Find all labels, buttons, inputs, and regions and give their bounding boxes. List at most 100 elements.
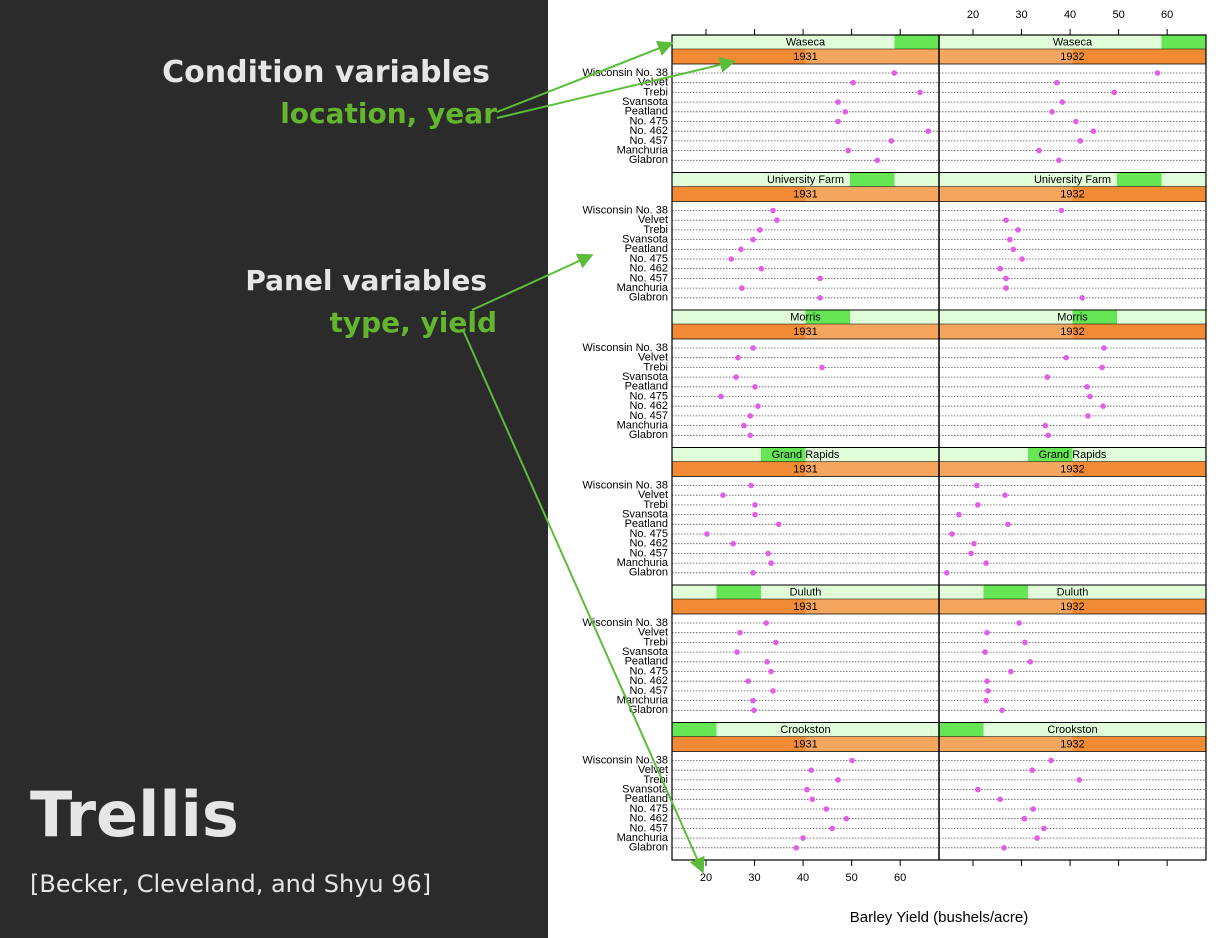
dot [835,118,841,125]
dot [752,502,758,508]
dot [845,147,852,154]
dot [984,629,990,636]
year-label: 1932 [1060,326,1084,338]
dot [843,815,850,822]
dot [768,560,774,566]
dot [1015,227,1021,233]
dot [758,265,765,272]
location-strip [939,35,1206,49]
location-label: Waseca [1053,36,1093,48]
dot [1007,236,1013,243]
dot [1010,246,1017,253]
category-label: Glabron [629,292,668,304]
location-label: University Farm [767,174,844,186]
dot [752,384,758,390]
dot [817,295,823,301]
year-label: 1931 [793,51,817,63]
x-tick-label: 20 [967,9,979,21]
location-label: Morris [1057,311,1088,323]
location-label: Duluth [1057,586,1089,598]
year-strip [939,49,1206,64]
dot [1005,521,1011,528]
dot [735,354,741,361]
dot [750,570,756,576]
dot [1036,147,1042,154]
category-label: Manchuria [617,282,669,294]
category-label: Glabron [629,154,668,166]
dot [956,511,962,518]
dot [1076,777,1083,783]
category-label: Velvet [638,214,668,226]
category-label: No. 475 [629,253,668,265]
subheading: location, year [280,97,497,130]
dot [917,89,923,96]
dot [770,688,776,694]
location-indicator [761,447,806,462]
dot [1099,364,1105,371]
dot [835,99,841,105]
year-label: 1932 [1060,463,1084,475]
dot [985,688,991,694]
dot [764,659,770,665]
dot [997,265,1003,272]
year-indicator [805,736,939,752]
dot [774,217,780,223]
dot [1001,845,1007,851]
year-indicator [805,461,939,477]
dot [1003,285,1009,291]
dot [1111,89,1118,96]
dot [730,540,736,547]
category-label: Manchuria [617,145,669,157]
x-tick-label: 50 [845,872,857,884]
dot [819,364,825,371]
location-indicator [1028,447,1073,462]
dot [739,285,745,291]
year-indicator [805,49,939,64]
dot [720,492,726,499]
category-label: No. 457 [629,135,668,147]
dot [776,521,782,528]
dot [1154,70,1161,76]
dot [768,668,774,675]
location-indicator [672,722,717,737]
x-tick-label: 40 [1064,9,1076,21]
dot [1042,422,1049,429]
dot [741,422,747,429]
dot [748,482,754,489]
citation: [Becker, Cleveland, and Shyu 96] [30,870,432,898]
year-indicator [805,186,939,202]
x-tick-label: 60 [894,872,906,884]
dot [808,767,815,773]
year-label: 1932 [1060,738,1084,750]
dot [1084,384,1090,390]
dot [1029,767,1036,773]
x-tick-label: 30 [748,872,760,884]
dot [1027,659,1034,665]
dot [757,227,763,233]
dot [745,678,752,684]
dot [750,236,756,243]
dot [1059,99,1066,105]
dot [718,393,724,400]
year-strip [672,461,939,477]
category-label: No. 457 [629,272,668,284]
location-indicator [716,585,761,599]
x-tick-label: 60 [1161,9,1173,21]
dot [770,207,776,214]
year-indicator [939,461,1073,477]
dot [1045,432,1052,439]
year-label: 1931 [793,188,817,200]
dot [765,550,771,557]
dot [1054,79,1060,86]
dot [1030,806,1036,812]
dot [728,256,735,262]
dot [849,757,855,764]
title: Trellis [30,778,239,851]
dot [1079,295,1086,301]
location-label: Grand Rapids [772,449,840,461]
dot [835,777,841,783]
year-label: 1931 [793,738,817,750]
dot [891,70,898,76]
dot [809,796,816,803]
dot [734,649,740,655]
